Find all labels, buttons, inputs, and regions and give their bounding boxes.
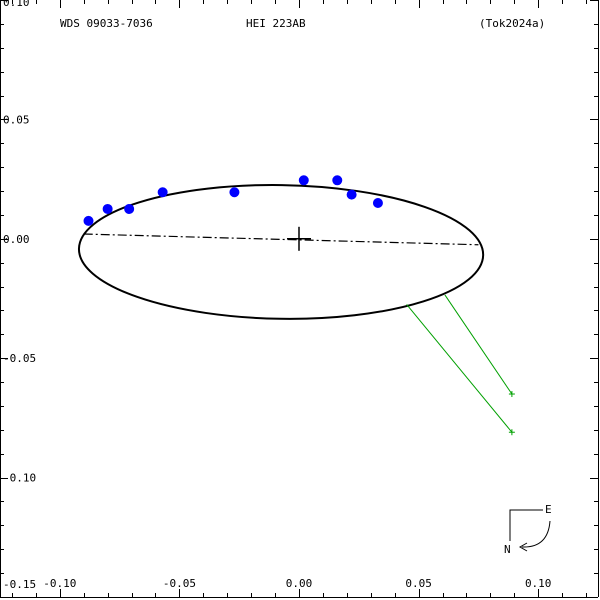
compass-axes — [509, 509, 543, 541]
x-tick-label: 0.00 — [286, 577, 313, 590]
observation-point — [124, 203, 135, 214]
tick-labels: -0.10 -0.05 0.00 0.05 0.10 0.10 0.05 0.00 -0.05 -… — [3, 0, 551, 591]
y-tick-label: -0.05 — [3, 352, 36, 365]
observation-points — [83, 175, 383, 226]
observation-point — [83, 215, 94, 226]
line-of-nodes — [83, 233, 479, 246]
observation-point — [157, 187, 168, 198]
primary-star-marker — [287, 226, 311, 251]
y-tick-label: -0.15 — [3, 578, 36, 591]
orbit-group — [77, 184, 485, 320]
residual-lines — [406, 294, 515, 436]
x-tick-label: -0.10 — [43, 577, 76, 590]
compass-arrow-head — [518, 542, 528, 552]
y-tick-label: 0.00 — [3, 233, 30, 246]
observation-point — [229, 187, 240, 198]
orbit-ellipse — [77, 184, 485, 320]
header-wds-id: WDS 09033-7036 — [60, 17, 153, 30]
x-tick-label: 0.05 — [405, 577, 432, 590]
y-tick-label: 0.05 — [3, 113, 30, 126]
residual-line — [444, 294, 513, 395]
observation-point — [346, 189, 357, 200]
x-tick-label: 0.10 — [525, 577, 552, 590]
compass-north-label: N — [504, 543, 511, 556]
header-reference: (Tok2024a) — [479, 17, 545, 30]
compass-east-label: E — [545, 503, 552, 516]
header-pair-name: HEI 223AB — [246, 17, 306, 30]
y-tick-label: -0.10 — [3, 472, 36, 485]
compass: E N — [504, 503, 552, 556]
observation-point — [298, 175, 309, 186]
y-tick-label: 0.10 — [3, 0, 30, 9]
compass-arrow-arc — [521, 520, 551, 548]
observation-point — [332, 175, 343, 186]
x-tick-label: -0.05 — [163, 577, 196, 590]
residual-line — [406, 304, 513, 433]
observation-point — [102, 203, 113, 214]
observation-point — [372, 197, 383, 208]
